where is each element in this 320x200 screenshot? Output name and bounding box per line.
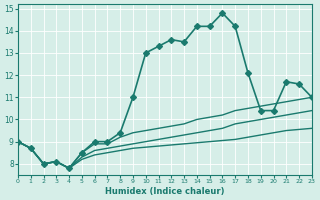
X-axis label: Humidex (Indice chaleur): Humidex (Indice chaleur) xyxy=(105,187,225,196)
